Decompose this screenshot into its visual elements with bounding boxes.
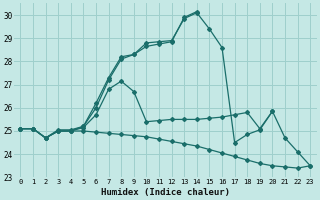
X-axis label: Humidex (Indice chaleur): Humidex (Indice chaleur) — [101, 188, 230, 197]
